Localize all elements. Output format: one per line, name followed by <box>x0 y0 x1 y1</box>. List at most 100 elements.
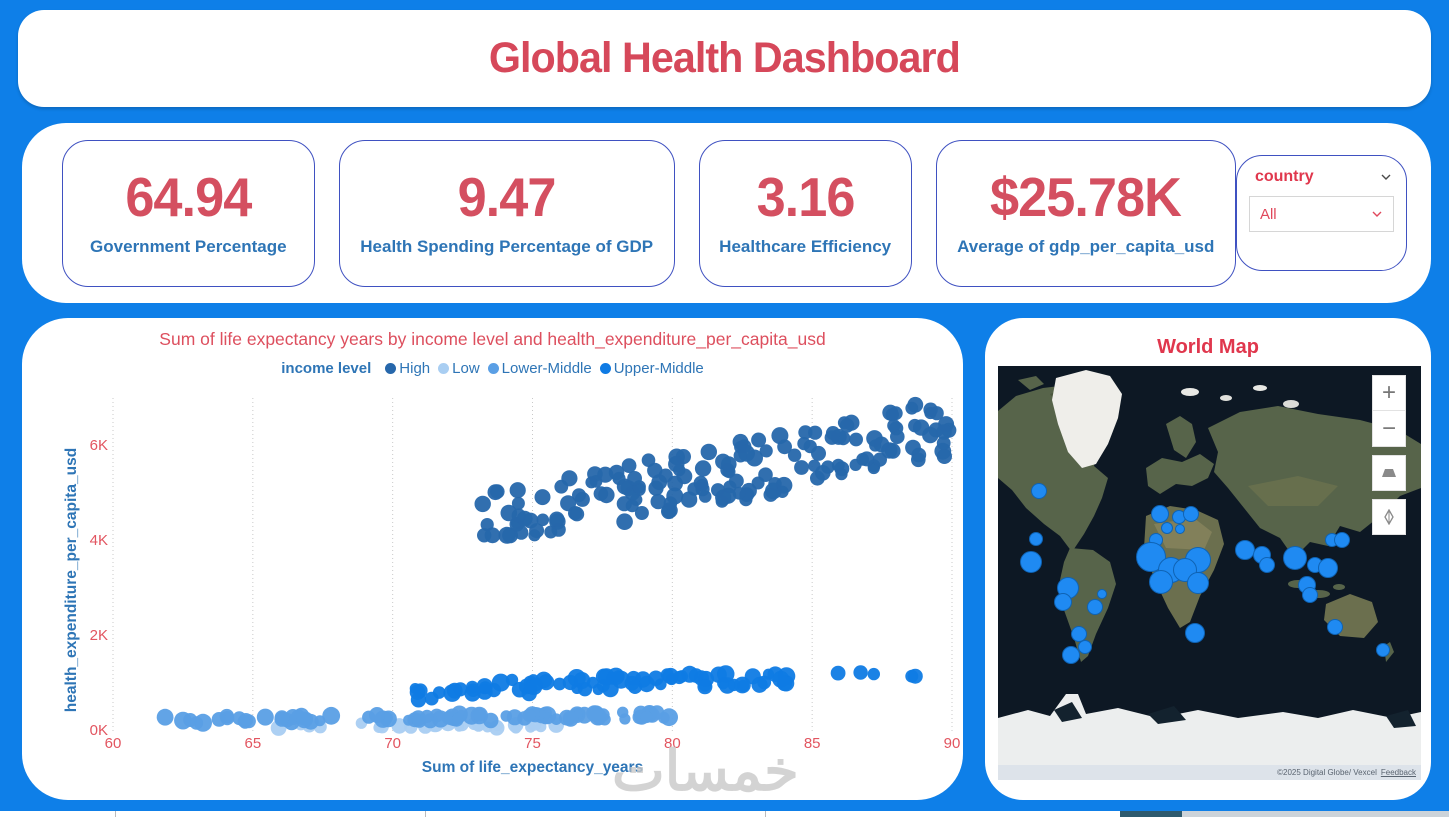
map-bubble[interactable] <box>1086 598 1103 615</box>
scatter-point-high[interactable] <box>658 468 673 483</box>
scatter-point-high[interactable] <box>663 496 678 510</box>
birds-eye-view-button[interactable] <box>1372 455 1406 491</box>
scatter-point-high[interactable] <box>616 478 633 495</box>
map-bubble[interactable] <box>1235 539 1256 560</box>
scatter-point-lower-middle[interactable] <box>586 705 603 722</box>
scatter-point-high[interactable] <box>797 437 811 451</box>
scatter-point-high[interactable] <box>905 401 919 415</box>
scatter-point-high[interactable] <box>936 436 951 450</box>
map-bubble[interactable] <box>1077 640 1092 655</box>
scatter-point-lower-middle[interactable] <box>322 706 341 725</box>
scatter-point-upper-middle[interactable] <box>446 682 463 699</box>
map-bubble[interactable] <box>1054 592 1073 611</box>
map-bubble[interactable] <box>1327 618 1344 635</box>
scatter-point-high[interactable] <box>808 459 821 472</box>
scatter-point-high[interactable] <box>923 402 938 417</box>
scatter-point-high[interactable] <box>834 461 850 477</box>
scatter-point-high[interactable] <box>625 499 639 513</box>
scatter-point-high[interactable] <box>621 458 637 473</box>
scatter-point-lower-middle[interactable] <box>500 710 513 722</box>
feedback-link[interactable]: Feedback <box>1380 768 1416 777</box>
scatter-point-high[interactable] <box>887 419 901 433</box>
scatter-point-high[interactable] <box>872 452 888 467</box>
map-bubble[interactable] <box>1161 521 1174 534</box>
scatter-point-high[interactable] <box>549 511 565 527</box>
map-bubble[interactable] <box>1333 531 1350 548</box>
scatter-point-upper-middle[interactable] <box>524 682 538 695</box>
scatter-point-high[interactable] <box>824 430 840 445</box>
map-bubble[interactable] <box>1174 524 1185 535</box>
scatter-point-lower-middle[interactable] <box>420 709 434 723</box>
scatter-point-upper-middle[interactable] <box>553 677 566 691</box>
scatter-point-high[interactable] <box>498 526 516 544</box>
scatter-point-upper-middle[interactable] <box>505 673 519 687</box>
scatter-point-high[interactable] <box>787 448 802 462</box>
scatter-point-high[interactable] <box>866 430 883 447</box>
scatter-point-upper-middle[interactable] <box>479 681 492 694</box>
scatter-point-high[interactable] <box>911 452 926 468</box>
scatter-point-high[interactable] <box>839 418 855 433</box>
map-bubble[interactable] <box>1187 571 1210 594</box>
scatter-point-high[interactable] <box>721 456 737 472</box>
map-bubble[interactable] <box>1259 557 1276 574</box>
scatter-point-high[interactable] <box>534 489 551 506</box>
scatter-point-high[interactable] <box>751 476 765 490</box>
scatter-point-high[interactable] <box>536 513 550 527</box>
scatter-point-high[interactable] <box>511 508 526 523</box>
scatter-point-upper-middle[interactable] <box>648 670 664 686</box>
scatter-point-upper-middle[interactable] <box>413 683 428 698</box>
scatter-point-upper-middle[interactable] <box>660 668 674 682</box>
scatter-point-lower-middle[interactable] <box>522 708 536 722</box>
scatter-point-lower-middle[interactable] <box>156 708 174 726</box>
map-bubble[interactable] <box>1185 623 1206 644</box>
scatter-point-high[interactable] <box>885 408 899 422</box>
scatter-point-lower-middle[interactable] <box>237 715 250 728</box>
scatter-point-high[interactable] <box>794 460 809 475</box>
scatter-point-upper-middle[interactable] <box>595 668 613 685</box>
scatter-point-lower-middle[interactable] <box>452 712 464 724</box>
scatter-point-upper-middle[interactable] <box>697 679 713 695</box>
scatter-point-high[interactable] <box>908 418 922 433</box>
scatter-point-high[interactable] <box>856 452 870 466</box>
scatter-point-high[interactable] <box>598 486 615 504</box>
map-bubble[interactable] <box>1182 505 1199 522</box>
legend-item-lower-middle[interactable]: Lower-Middle <box>487 360 592 377</box>
world-map[interactable]: + − ©2025 Digital Globe/ Vexcel Feedback <box>998 366 1421 780</box>
scatter-point-lower-middle[interactable] <box>211 712 227 727</box>
scatter-point-high[interactable] <box>738 444 755 462</box>
map-bubble[interactable] <box>1282 546 1307 571</box>
scatter-point-high[interactable] <box>700 443 717 461</box>
chevron-down-icon[interactable] <box>1380 171 1392 183</box>
scatter-point-upper-middle[interactable] <box>830 665 846 681</box>
map-bubble[interactable] <box>1148 570 1173 595</box>
scatter-point-high[interactable] <box>585 476 598 489</box>
scatter-point-high[interactable] <box>650 493 666 510</box>
map-bubble[interactable] <box>1019 550 1042 573</box>
scatter-point-lower-middle[interactable] <box>562 710 579 727</box>
scatter-point-upper-middle[interactable] <box>734 676 751 694</box>
scatter-point-upper-middle[interactable] <box>672 670 686 685</box>
scatter-point-high[interactable] <box>759 444 773 458</box>
scatter-point-high[interactable] <box>641 453 656 467</box>
legend-item-low[interactable]: Low <box>438 360 480 377</box>
scatter-point-high[interactable] <box>569 506 585 522</box>
scatter-point-high[interactable] <box>509 482 526 499</box>
scatter-point-lower-middle[interactable] <box>256 708 274 726</box>
country-dropdown[interactable]: All <box>1248 196 1394 232</box>
scatter-point-lower-middle[interactable] <box>472 707 487 722</box>
scatter-point-high[interactable] <box>560 495 577 512</box>
scatter-point-upper-middle[interactable] <box>853 665 868 680</box>
scatter-point-lower-middle[interactable] <box>274 710 290 725</box>
scatter-point-high[interactable] <box>694 460 712 477</box>
map-bubble[interactable] <box>1029 532 1044 547</box>
compass-button[interactable] <box>1372 499 1406 535</box>
scatter-point-high[interactable] <box>810 470 825 486</box>
scatter-point-high[interactable] <box>777 439 792 455</box>
scatter-point-upper-middle[interactable] <box>511 681 528 698</box>
map-bubble[interactable] <box>1302 586 1319 603</box>
scatter-point-lower-middle[interactable] <box>369 707 385 723</box>
scatter-point-lower-middle[interactable] <box>640 711 653 724</box>
map-bubble[interactable] <box>1317 558 1338 579</box>
scatter-point-high[interactable] <box>723 480 737 494</box>
map-bubble[interactable] <box>1096 588 1107 599</box>
